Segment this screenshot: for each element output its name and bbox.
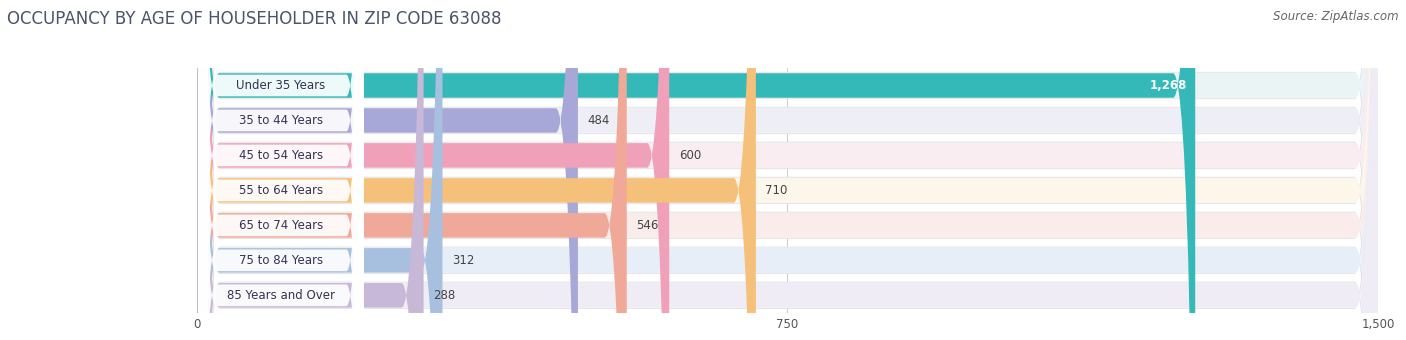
FancyBboxPatch shape — [197, 0, 1195, 340]
FancyBboxPatch shape — [197, 0, 1378, 340]
FancyBboxPatch shape — [198, 0, 364, 340]
Text: 288: 288 — [433, 289, 456, 302]
FancyBboxPatch shape — [197, 0, 1378, 340]
FancyBboxPatch shape — [197, 0, 669, 340]
Text: 85 Years and Over: 85 Years and Over — [228, 289, 335, 302]
Text: 65 to 74 Years: 65 to 74 Years — [239, 219, 323, 232]
FancyBboxPatch shape — [197, 0, 1378, 340]
FancyBboxPatch shape — [197, 0, 443, 340]
FancyBboxPatch shape — [197, 0, 1378, 340]
Text: 484: 484 — [588, 114, 610, 127]
FancyBboxPatch shape — [198, 0, 364, 340]
Text: 75 to 84 Years: 75 to 84 Years — [239, 254, 323, 267]
FancyBboxPatch shape — [198, 0, 364, 340]
FancyBboxPatch shape — [197, 0, 578, 340]
Text: 1,268: 1,268 — [1150, 79, 1187, 92]
FancyBboxPatch shape — [197, 0, 1378, 340]
FancyBboxPatch shape — [197, 0, 423, 340]
FancyBboxPatch shape — [197, 0, 627, 340]
FancyBboxPatch shape — [197, 0, 756, 340]
Text: OCCUPANCY BY AGE OF HOUSEHOLDER IN ZIP CODE 63088: OCCUPANCY BY AGE OF HOUSEHOLDER IN ZIP C… — [7, 10, 502, 28]
FancyBboxPatch shape — [197, 0, 1378, 340]
FancyBboxPatch shape — [198, 0, 364, 340]
FancyBboxPatch shape — [198, 0, 364, 340]
Text: 600: 600 — [679, 149, 702, 162]
FancyBboxPatch shape — [197, 0, 1378, 340]
FancyBboxPatch shape — [197, 0, 1378, 340]
Text: 35 to 44 Years: 35 to 44 Years — [239, 114, 323, 127]
FancyBboxPatch shape — [198, 0, 364, 340]
Text: 55 to 64 Years: 55 to 64 Years — [239, 184, 323, 197]
FancyBboxPatch shape — [198, 0, 364, 340]
Text: Source: ZipAtlas.com: Source: ZipAtlas.com — [1274, 10, 1399, 23]
FancyBboxPatch shape — [197, 0, 1378, 340]
Text: 45 to 54 Years: 45 to 54 Years — [239, 149, 323, 162]
Text: 312: 312 — [451, 254, 474, 267]
FancyBboxPatch shape — [197, 0, 1378, 340]
Text: 546: 546 — [636, 219, 658, 232]
Text: 710: 710 — [765, 184, 787, 197]
FancyBboxPatch shape — [197, 0, 1378, 340]
FancyBboxPatch shape — [197, 0, 1378, 340]
FancyBboxPatch shape — [197, 0, 1378, 340]
Text: Under 35 Years: Under 35 Years — [236, 79, 326, 92]
FancyBboxPatch shape — [197, 0, 1378, 340]
